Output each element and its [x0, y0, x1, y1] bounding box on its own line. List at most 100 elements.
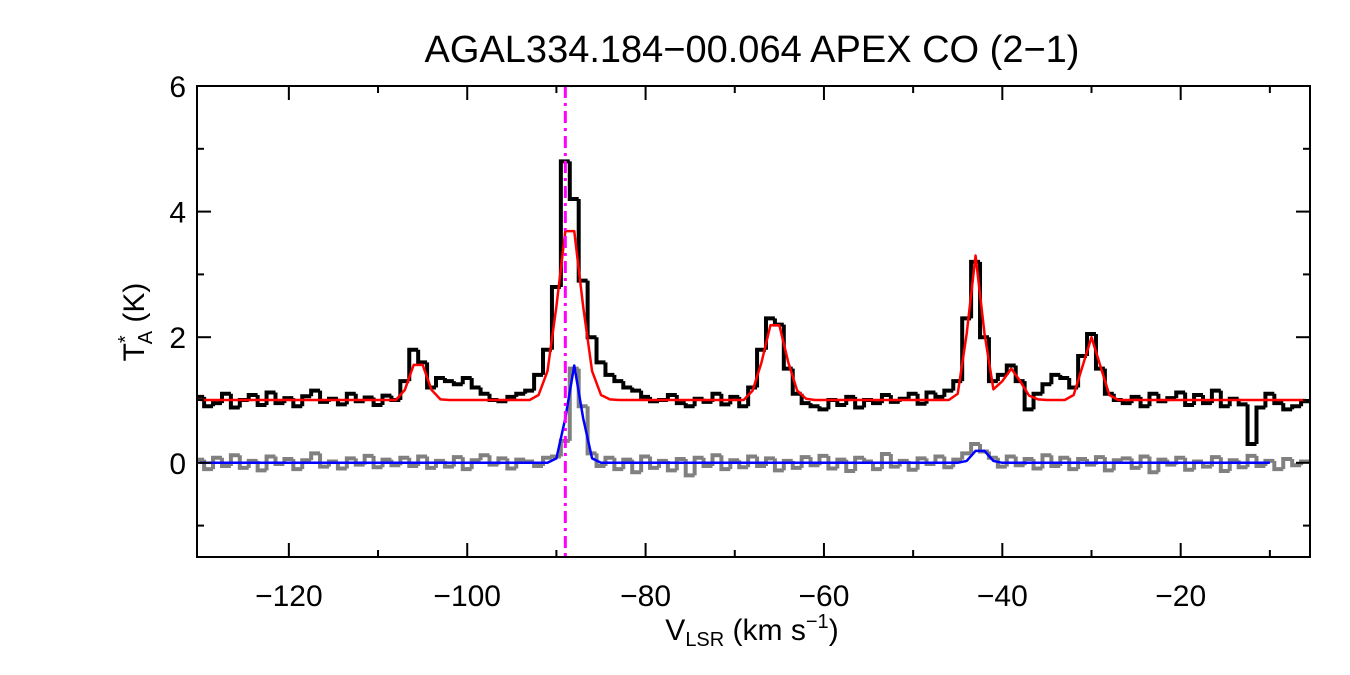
spectrum-channel	[460, 457, 472, 472]
spectrum-channel	[416, 349, 428, 365]
spectrum-channel	[755, 456, 766, 468]
spectrum-channel	[799, 393, 811, 406]
spectrum-channel	[326, 459, 338, 467]
spectrum-channel	[1156, 457, 1168, 473]
spectrum-channel	[639, 454, 651, 473]
spectrum-channel	[1013, 365, 1025, 384]
spectrum-channel	[1299, 399, 1310, 407]
spectrum-channel	[888, 454, 900, 469]
spectrum-channel	[1272, 393, 1284, 406]
spectrum-channel	[835, 457, 847, 469]
spectrum-channel	[826, 455, 838, 471]
spectrum-channel	[781, 458, 793, 471]
spectrum-channel	[1290, 459, 1302, 468]
spectrum-channel	[469, 458, 481, 470]
spectrum-channel	[487, 455, 499, 467]
spectrum-channel	[273, 456, 285, 467]
x-axis-label: VLSR (km s−1)	[665, 611, 838, 651]
spectrum-channel	[844, 394, 856, 406]
spectrum-channel	[594, 453, 606, 468]
spectrum-channel	[460, 376, 472, 385]
x-label-end: )	[829, 614, 839, 647]
spectrum-channel	[1192, 392, 1203, 406]
spectrum-channel	[1076, 354, 1088, 388]
spectrum-channel	[683, 459, 695, 478]
x-tick-label: −100	[433, 580, 501, 613]
spectrum-channel	[532, 372, 544, 391]
spectrum-channel	[630, 387, 642, 393]
spectrum-channel	[567, 161, 579, 202]
spectrum-channel	[683, 403, 695, 409]
spectrum-channel	[1067, 457, 1079, 472]
fit-line	[199, 364, 1270, 465]
spectrum-channel	[309, 451, 321, 461]
plot-area	[197, 86, 1310, 557]
spectrum-channel	[219, 457, 231, 468]
y-tick-label: 6	[169, 71, 186, 104]
y-tick-label: 2	[169, 322, 186, 355]
spectrum-channel	[318, 453, 329, 469]
plot-frame	[196, 85, 1311, 558]
x-tick-label: −40	[977, 580, 1028, 613]
x-tick-label: −80	[620, 580, 671, 613]
spectrum-channel	[701, 457, 713, 468]
spectrum-channel	[353, 458, 365, 467]
spectrum-channel	[576, 368, 588, 409]
y-label-unit: (K)	[118, 283, 151, 331]
spectrum-channel	[1263, 458, 1275, 466]
spectrum-channel	[353, 393, 365, 404]
spectrum-channel	[612, 457, 624, 472]
spectrum-channel	[523, 459, 535, 464]
y-label-sup: *	[115, 335, 137, 343]
spectrum-channel	[594, 337, 606, 365]
spectrum-channel	[478, 453, 490, 461]
spectrum-channel	[915, 393, 927, 406]
spectrum-channel	[255, 460, 267, 473]
spectrum-channel	[915, 456, 927, 470]
spectrum-channel	[1076, 457, 1088, 470]
spectrum-channel	[656, 458, 668, 468]
spectrum-channel	[1281, 403, 1293, 412]
spectrum-channel	[879, 452, 891, 470]
x-tick-label: −120	[255, 580, 323, 613]
fit-line	[199, 229, 1306, 402]
spectrum-channel	[255, 394, 267, 408]
spectrum-channel	[808, 403, 820, 409]
spectrum-channel	[1165, 459, 1177, 467]
spectrum-channel	[603, 362, 615, 377]
spectrum-channel	[772, 318, 784, 327]
spectrum-channel	[1227, 458, 1239, 471]
chart-title: AGAL334.184−00.064 APEX CO (2−1)	[425, 29, 1080, 71]
spectrum-channel	[612, 374, 624, 384]
spectrum-channel	[344, 456, 356, 469]
spectrum-channel	[1263, 391, 1275, 408]
spectrum-channel	[1227, 396, 1239, 407]
spectrum-channel	[648, 456, 659, 470]
spectrum-channel	[523, 388, 535, 394]
spectrum-channel	[380, 393, 392, 406]
spectrum-channel	[639, 390, 651, 399]
x-label-main: V	[665, 614, 685, 647]
spectrum-channel	[246, 392, 258, 400]
spectrum-channel	[407, 457, 419, 468]
spectrum-channel	[211, 401, 222, 407]
spectrum-channel	[380, 457, 392, 468]
x-label-sub: LSR	[685, 629, 724, 651]
spectrum-channel	[514, 457, 526, 469]
spectrum-channel	[451, 381, 463, 387]
spectrum-channel	[1254, 455, 1266, 468]
spectrum-channel	[692, 396, 704, 407]
y-tick-label: 0	[169, 448, 186, 481]
spectrum-channel	[1049, 372, 1061, 385]
spectrum-channel	[1129, 458, 1141, 470]
spectrum-channel	[1174, 390, 1186, 399]
spectrum-channel	[273, 392, 285, 406]
spectrum-channel	[1254, 405, 1266, 444]
spectrum-channel	[1272, 460, 1284, 472]
spectrum-channel	[853, 455, 865, 471]
spectrum-channel	[1192, 459, 1203, 470]
spectrum-channel	[1031, 391, 1043, 410]
spectrum-channel	[442, 378, 454, 384]
spectrum-channel	[1058, 374, 1070, 381]
